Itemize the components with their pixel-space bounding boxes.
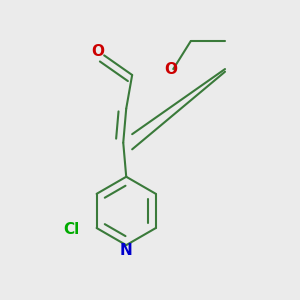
Text: O: O <box>165 61 178 76</box>
Text: O: O <box>91 44 104 59</box>
Text: Cl: Cl <box>63 222 80 237</box>
Text: N: N <box>120 243 133 258</box>
